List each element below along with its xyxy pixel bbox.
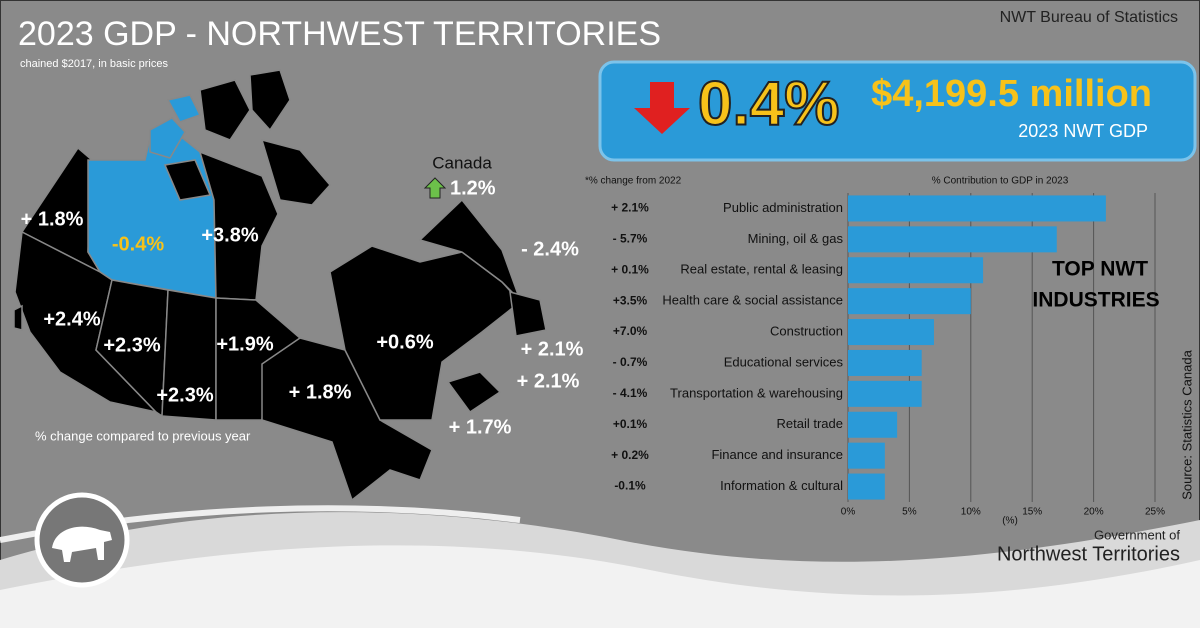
publisher: NWT Bureau of Statistics xyxy=(1000,9,1178,26)
region-label: + 2.1% xyxy=(517,370,580,392)
region-label: -0.4% xyxy=(112,233,164,255)
title: 2023 GDP - NORTHWEST TERRITORIES xyxy=(18,15,661,53)
change-label: + 0.2% xyxy=(611,448,649,462)
y-tick-label: Transportation & warehousing xyxy=(670,385,843,400)
y-tick-label: Information & cultural xyxy=(720,478,843,493)
canada-label: Canada xyxy=(432,153,492,172)
y-tick-label: Health care & social assistance xyxy=(662,293,843,308)
nwt-island xyxy=(149,117,186,159)
nunavut xyxy=(198,150,279,301)
region-label: + 2.1% xyxy=(521,338,584,360)
wave xyxy=(0,545,1200,628)
region-label: +3.8% xyxy=(201,224,258,246)
nwt-island xyxy=(166,94,202,123)
headline-gdp-label: 2023 NWT GDP xyxy=(1018,121,1148,141)
y-tick-label: Mining, oil & gas xyxy=(748,231,844,246)
bar xyxy=(848,288,971,315)
quebec xyxy=(329,245,522,421)
x-axis-label: (%) xyxy=(1002,516,1018,527)
region-label: +2.3% xyxy=(103,334,160,356)
x-tick-label: 15% xyxy=(1022,507,1042,518)
nunavut-island xyxy=(260,138,331,206)
island xyxy=(13,304,23,331)
nunavut-island xyxy=(163,159,212,201)
y-tick-label: Retail trade xyxy=(777,416,843,431)
region-label: +0.6% xyxy=(376,331,433,353)
newfoundland xyxy=(509,290,547,337)
nunavut-island xyxy=(199,79,251,141)
headline-gdp: $4,199.5 million xyxy=(871,73,1152,115)
bar xyxy=(848,473,885,500)
bar xyxy=(848,319,934,346)
bar xyxy=(848,195,1106,222)
bar xyxy=(848,442,885,469)
up-arrow xyxy=(423,177,447,199)
x-tick-label: 5% xyxy=(902,507,917,518)
map xyxy=(13,69,547,502)
footer-line: Government of xyxy=(1094,527,1180,542)
x-tick-label: 10% xyxy=(961,507,981,518)
headline-box xyxy=(598,60,1197,162)
canada-change: 1.2% xyxy=(450,177,496,199)
footer-line: Northwest Territories xyxy=(997,543,1180,565)
y-tick-label: Construction xyxy=(770,323,843,338)
region-label: +2.3% xyxy=(156,384,213,406)
y-tick-label: Educational services xyxy=(724,354,844,369)
bar xyxy=(848,411,898,438)
change-label: +3.5% xyxy=(613,293,648,307)
region-label: + 1.7% xyxy=(449,416,512,438)
bar xyxy=(848,380,922,407)
bar xyxy=(848,226,1057,253)
ontario xyxy=(261,337,433,502)
change-label: -0.1% xyxy=(614,479,646,493)
region-label: + 1.8% xyxy=(289,381,352,403)
change-label: - 5.7% xyxy=(613,232,648,246)
annotation: INDUSTRIES xyxy=(1032,289,1159,312)
y-tick-label: Finance and insurance xyxy=(711,447,843,462)
change-note: *% change from 2022 xyxy=(585,176,682,187)
change-label: + 2.1% xyxy=(611,201,649,215)
region-label: + 1.8% xyxy=(21,208,84,230)
map-note: % change compared to previous year xyxy=(35,428,251,443)
change-label: - 0.7% xyxy=(613,355,648,369)
maritimes xyxy=(446,371,502,414)
logo-bear xyxy=(52,526,112,562)
change-label: +0.1% xyxy=(613,417,648,431)
x-tick-label: 0% xyxy=(841,507,856,518)
region-label: +1.9% xyxy=(216,333,273,355)
change-label: + 0.1% xyxy=(611,262,649,276)
region-label: +2.4% xyxy=(43,308,100,330)
change-label: - 4.1% xyxy=(613,386,648,400)
nunavut-island xyxy=(249,69,291,132)
subtitle: chained $2017, in basic prices xyxy=(20,58,168,70)
y-tick-label: Real estate, rental & leasing xyxy=(680,262,843,277)
down-arrow xyxy=(634,82,690,134)
bar xyxy=(848,257,984,284)
source: Source: Statistics Canada xyxy=(1179,349,1194,499)
y-tick-label: Public administration xyxy=(723,200,843,215)
bar xyxy=(848,349,922,376)
change-label: +7.0% xyxy=(613,324,648,338)
x-tick-label: 25% xyxy=(1145,507,1165,518)
headline-change: 0.4% xyxy=(698,69,839,138)
alberta xyxy=(95,279,169,418)
annotation: TOP NWT xyxy=(1052,258,1148,281)
region-label: - 2.4% xyxy=(521,238,579,260)
chart-title: % Contribution to GDP in 2023 xyxy=(932,176,1069,187)
x-tick-label: 20% xyxy=(1084,507,1104,518)
